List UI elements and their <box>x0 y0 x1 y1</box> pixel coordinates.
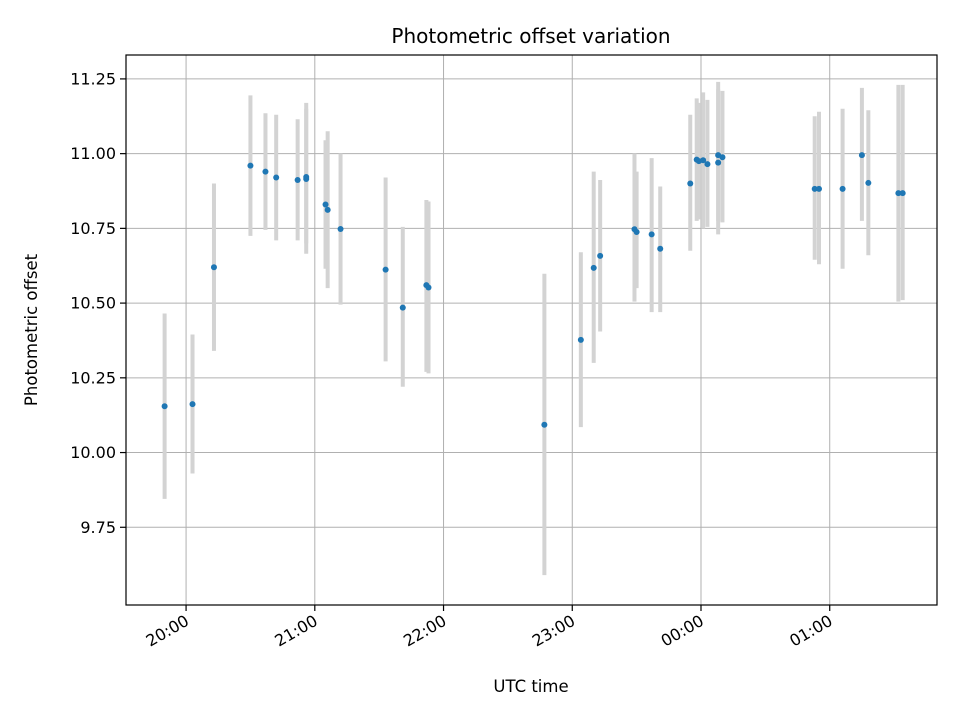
data-point <box>262 168 269 175</box>
data-point <box>811 185 818 192</box>
data-point <box>161 403 168 410</box>
data-point <box>704 161 711 168</box>
y-axis-label: Photometric offset <box>22 253 41 406</box>
data-point <box>815 185 822 192</box>
data-point <box>657 245 664 252</box>
y-tick-label: 9.75 <box>80 518 116 537</box>
data-point <box>382 266 389 273</box>
data-point <box>590 264 597 271</box>
data-point <box>719 154 726 161</box>
y-tick-label: 11.25 <box>70 69 116 88</box>
plot-frame <box>125 54 938 606</box>
y-tick-label: 10.50 <box>70 294 116 313</box>
data-point <box>294 176 301 183</box>
data-point <box>189 401 196 408</box>
data-point <box>337 225 344 232</box>
data-point <box>597 252 604 259</box>
data-point <box>273 174 280 181</box>
data-point <box>303 173 310 180</box>
data-point <box>425 284 432 291</box>
y-axis-ticks: 9.75 10.00 10.25 10.50 10.75 11.00 11.25 <box>70 69 126 537</box>
data-point <box>700 157 707 164</box>
data-point <box>210 264 217 271</box>
data-point <box>839 185 846 192</box>
data-point <box>687 180 694 187</box>
data-points <box>161 152 906 428</box>
chart-title: Photometric offset variation <box>391 24 670 48</box>
y-tick-label: 10.25 <box>70 368 116 387</box>
y-tick-label: 10.75 <box>70 219 116 238</box>
data-point <box>865 179 872 186</box>
data-point <box>858 152 865 159</box>
x-axis-label: UTC time <box>493 677 568 696</box>
grid <box>126 55 937 605</box>
data-point <box>899 190 906 197</box>
data-point <box>715 159 722 166</box>
data-point <box>322 201 329 208</box>
data-point <box>399 304 406 311</box>
data-point <box>577 336 584 343</box>
data-point <box>541 421 548 428</box>
data-point <box>633 228 640 235</box>
y-tick-label: 10.00 <box>70 443 116 462</box>
data-point <box>247 162 254 169</box>
data-point <box>895 190 902 197</box>
data-point <box>324 206 331 213</box>
data-point <box>648 231 655 238</box>
y-tick-label: 11.00 <box>70 144 116 163</box>
